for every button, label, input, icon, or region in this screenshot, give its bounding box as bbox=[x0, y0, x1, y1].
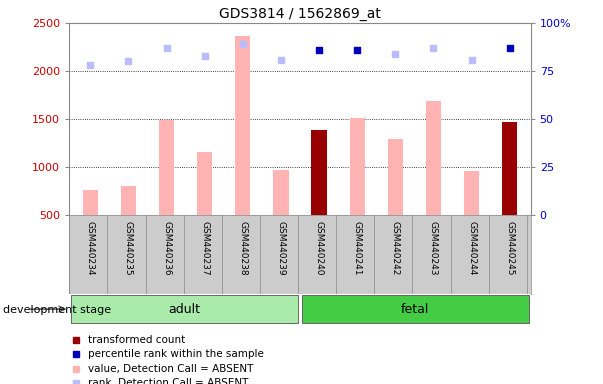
Bar bbox=[235, 36, 250, 215]
Point bbox=[429, 45, 438, 51]
Text: GSM440239: GSM440239 bbox=[276, 221, 285, 276]
Point bbox=[124, 58, 133, 65]
Text: GSM440240: GSM440240 bbox=[315, 221, 324, 276]
Point bbox=[276, 56, 286, 63]
Bar bbox=[121, 186, 136, 215]
Bar bbox=[197, 152, 212, 215]
Point bbox=[162, 45, 171, 51]
Bar bbox=[502, 122, 517, 215]
Point bbox=[505, 45, 514, 51]
Text: GSM440242: GSM440242 bbox=[391, 221, 400, 276]
Bar bbox=[83, 190, 98, 215]
Bar bbox=[426, 101, 441, 215]
Text: GSM440237: GSM440237 bbox=[200, 221, 209, 276]
Text: GSM440236: GSM440236 bbox=[162, 221, 171, 276]
Bar bbox=[273, 170, 289, 215]
Bar bbox=[388, 139, 403, 215]
Text: GSM440234: GSM440234 bbox=[86, 221, 95, 276]
Text: GSM440244: GSM440244 bbox=[467, 221, 476, 276]
Text: rank, Detection Call = ABSENT: rank, Detection Call = ABSENT bbox=[88, 378, 248, 384]
Point bbox=[352, 47, 362, 53]
Text: development stage: development stage bbox=[3, 305, 111, 315]
Bar bbox=[464, 171, 479, 215]
Text: GSM440238: GSM440238 bbox=[238, 221, 247, 276]
Text: GSM440235: GSM440235 bbox=[124, 221, 133, 276]
Bar bbox=[311, 130, 327, 215]
Point bbox=[200, 53, 209, 59]
Bar bbox=[302, 295, 529, 323]
Bar bbox=[350, 118, 365, 215]
Text: value, Detection Call = ABSENT: value, Detection Call = ABSENT bbox=[88, 364, 253, 374]
Text: percentile rank within the sample: percentile rank within the sample bbox=[88, 349, 264, 359]
Title: GDS3814 / 1562869_at: GDS3814 / 1562869_at bbox=[219, 7, 381, 21]
Bar bbox=[71, 295, 298, 323]
Point bbox=[314, 47, 324, 53]
Point bbox=[86, 62, 95, 68]
Text: transformed count: transformed count bbox=[88, 335, 185, 345]
Text: GSM440241: GSM440241 bbox=[353, 221, 362, 276]
Text: GSM440243: GSM440243 bbox=[429, 221, 438, 276]
Point bbox=[238, 41, 248, 47]
Text: GSM440245: GSM440245 bbox=[505, 221, 514, 276]
Point bbox=[467, 56, 476, 63]
Point bbox=[391, 51, 400, 57]
Text: fetal: fetal bbox=[401, 303, 429, 316]
Text: adult: adult bbox=[169, 303, 201, 316]
Bar bbox=[159, 120, 174, 215]
